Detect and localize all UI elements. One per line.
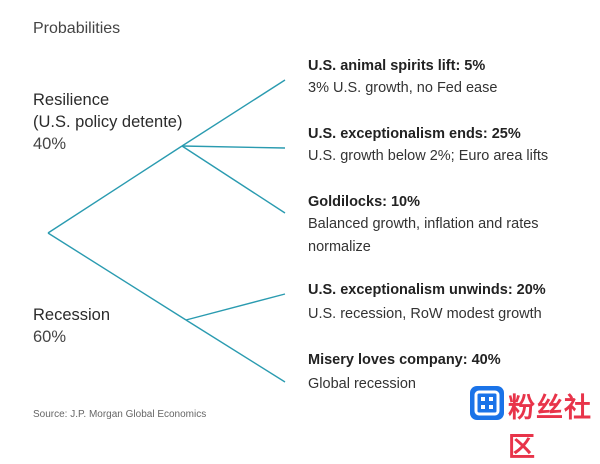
root-to-recession-line (47, 232, 187, 321)
resilience-to-goldilocks-line (181, 145, 286, 214)
scenario-exceptionalism-unwinds-title: U.S. exceptionalism unwinds: 20% (308, 282, 546, 298)
watermark-logo-icon (470, 386, 504, 420)
branch-resilience-subtitle: (U.S. policy detente) (33, 113, 183, 131)
scenario-exceptionalism-ends-description: U.S. growth below 2%; Euro area lifts (308, 148, 549, 164)
scenario-misery-description: Global recession (308, 376, 416, 392)
scenario-goldilocks-description-line1: Balanced growth, inflation and rates (308, 216, 539, 232)
scenario-exceptionalism-ends-title: U.S. exceptionalism ends: 25% (308, 126, 521, 142)
chart-heading: Probabilities (33, 20, 121, 37)
scenario-goldilocks-description-line2: normalize (308, 239, 371, 255)
scenario-misery-title: Misery loves company: 40% (308, 352, 501, 368)
scenario-animal-spirits-description: 3% U.S. growth, no Fed ease (308, 80, 498, 96)
branch-recession-probability: 60% (33, 328, 67, 346)
branch-resilience-probability: 40% (33, 135, 67, 153)
watermark-logo-text: 粉丝社区 (508, 393, 592, 463)
decision-tree-lines (47, 79, 286, 383)
resilience-to-exceptionalism-ends-line (181, 145, 286, 149)
recession-to-exceptionalism-unwinds-line (185, 293, 286, 321)
branch-resilience-name: Resilience (33, 91, 110, 109)
scenario-goldilocks-title: Goldilocks: 10% (308, 194, 421, 210)
watermark-logo: 粉丝社区 (470, 384, 600, 463)
root-to-resilience-line (47, 145, 183, 234)
scenario-animal-spirits-title: U.S. animal spirits lift: 5% (308, 58, 486, 74)
source-note: Source: J.P. Morgan Global Economics (33, 409, 207, 420)
resilience-to-animal-spirits-line (181, 79, 286, 147)
branch-recession-name: Recession (33, 306, 111, 324)
recession-to-misery-line (185, 319, 286, 383)
scenario-exceptionalism-unwinds-description: U.S. recession, RoW modest growth (308, 306, 542, 322)
